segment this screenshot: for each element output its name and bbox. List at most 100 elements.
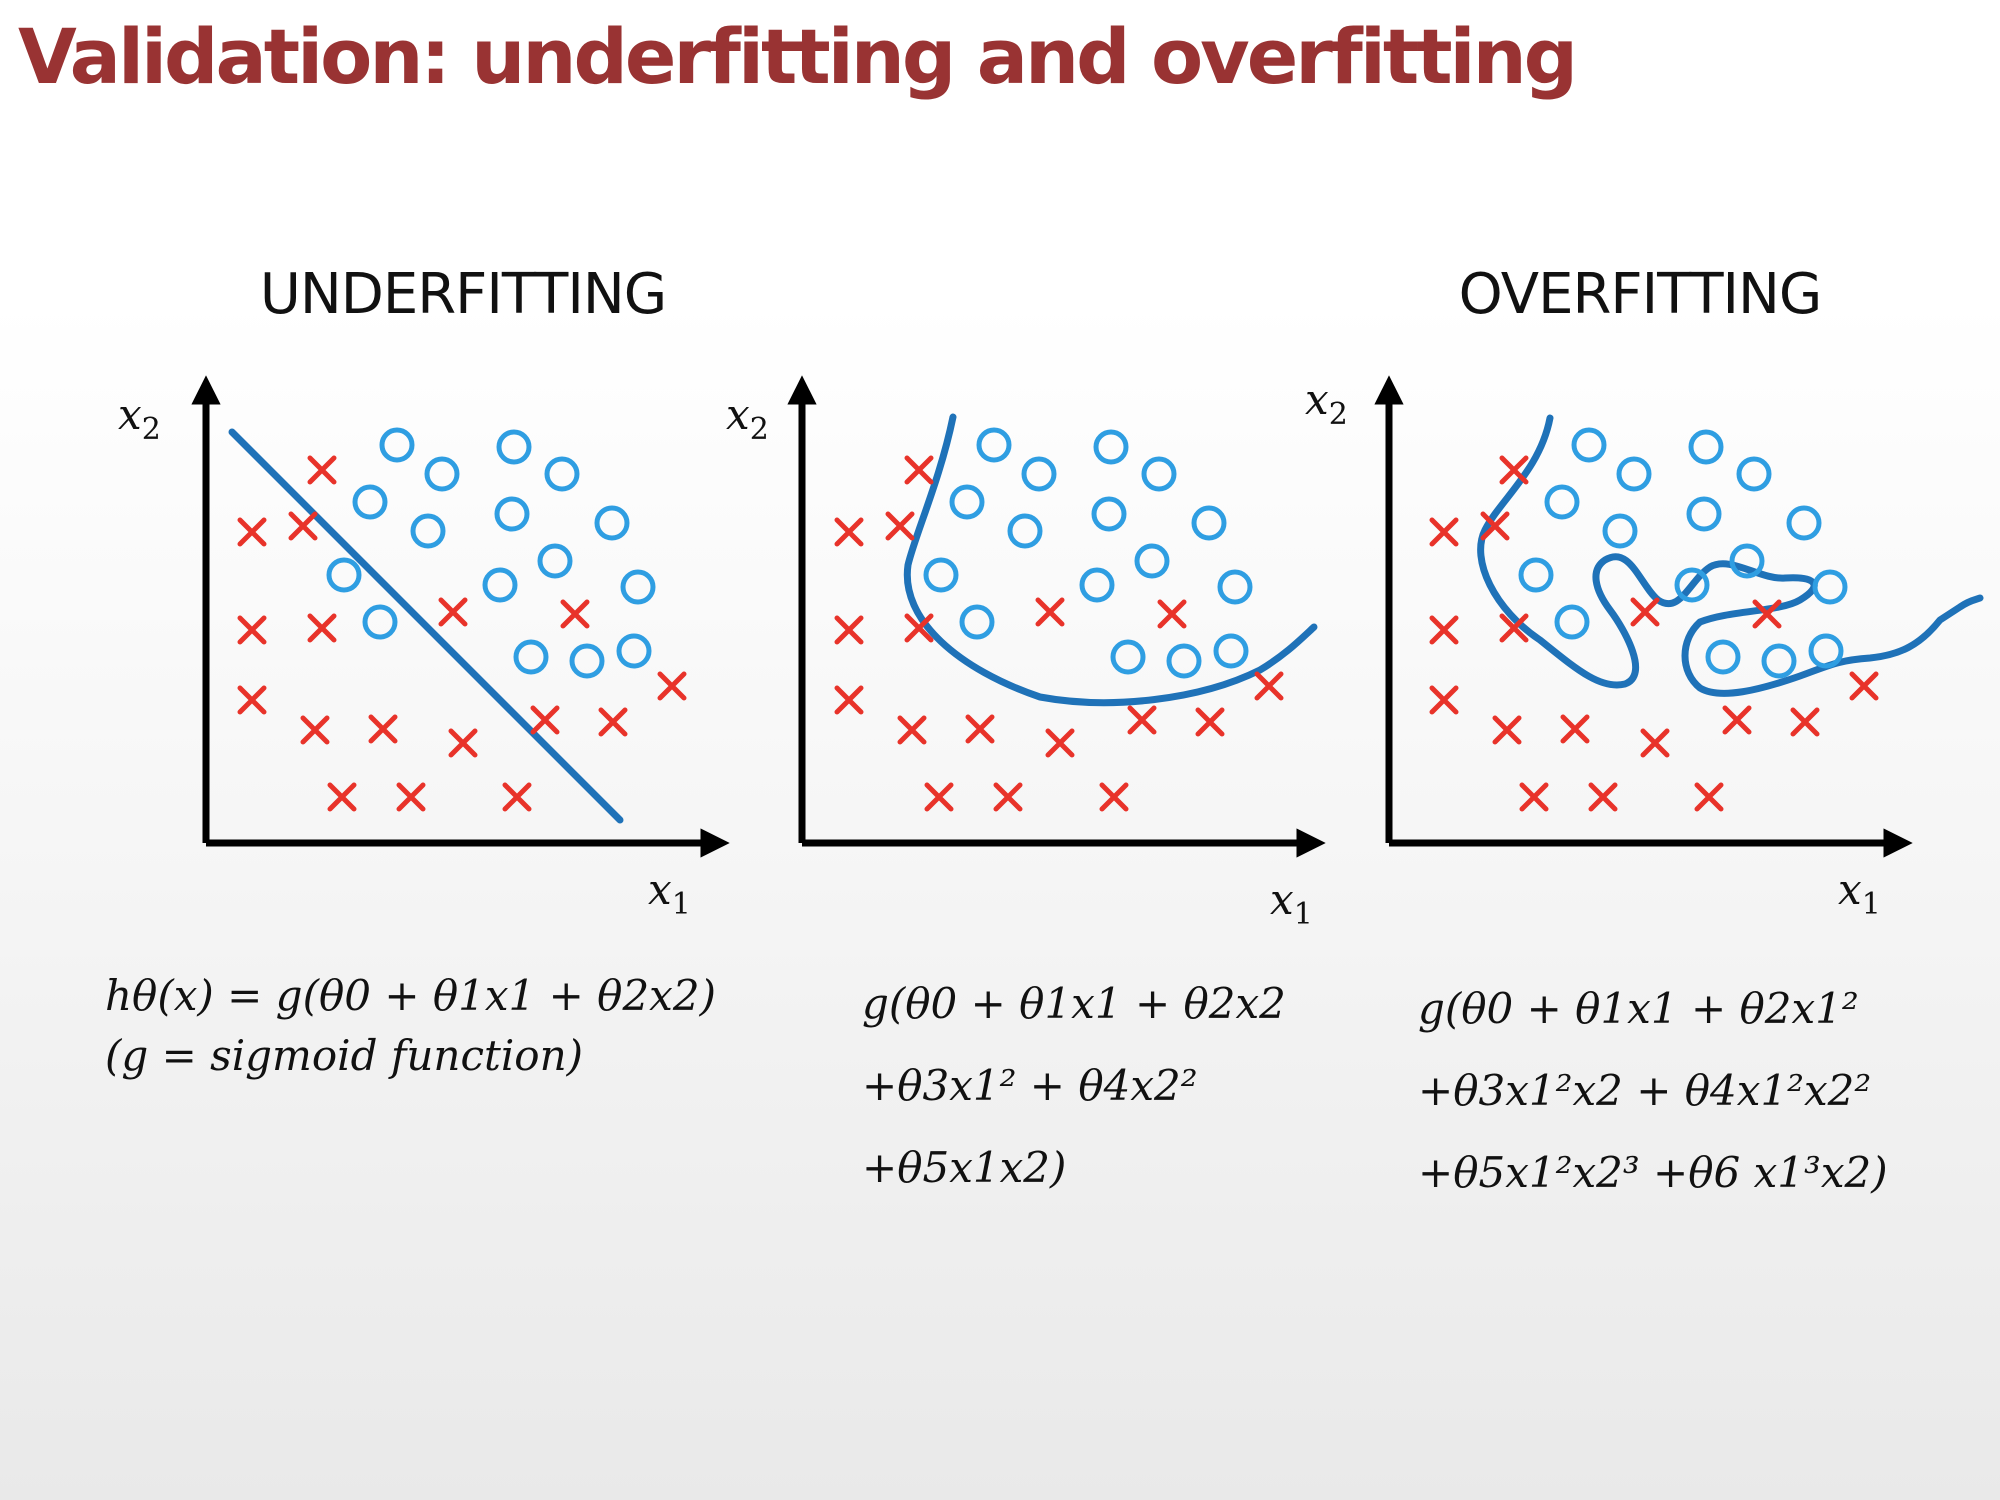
positive-sample-circle bbox=[1091, 496, 1127, 532]
positive-sample-circle bbox=[1166, 643, 1202, 679]
positive-sample-circle bbox=[1134, 543, 1170, 579]
positive-sample-circle bbox=[569, 643, 605, 679]
negative-sample-cross bbox=[1035, 597, 1065, 627]
formula-line: g(θ0 + θ1x1 + θ2x2 bbox=[862, 979, 1286, 1028]
positive-sample-circle bbox=[594, 505, 630, 541]
negative-sample-cross bbox=[834, 517, 864, 547]
positive-sample-circle bbox=[620, 569, 656, 605]
negative-sample-cross bbox=[307, 455, 337, 485]
positive-sample-circle bbox=[1686, 496, 1722, 532]
negative-sample-cross bbox=[448, 728, 478, 758]
negative-sample-cross bbox=[834, 685, 864, 715]
positive-sample-circle bbox=[362, 604, 398, 640]
negative-sample-cross bbox=[904, 613, 934, 643]
negative-sample-cross bbox=[1560, 714, 1590, 744]
negative-sample-cross bbox=[237, 517, 267, 547]
positive-sample-circle bbox=[1761, 643, 1797, 679]
formula-line: +θ3x1² + θ4x2² bbox=[862, 1061, 1198, 1110]
positive-sample-circle bbox=[544, 456, 580, 492]
negative-sample-cross bbox=[904, 455, 934, 485]
positive-sample-circle bbox=[1736, 456, 1772, 492]
negative-sample-cross bbox=[530, 705, 560, 735]
negative-sample-cross bbox=[1099, 782, 1129, 812]
formula-line: g(θ0 + θ1x1 + θ2x1² bbox=[1418, 984, 1859, 1033]
underfitting-label: UNDERFITTING bbox=[259, 262, 667, 327]
positive-sample-circle bbox=[1217, 569, 1253, 605]
negative-sample-cross bbox=[300, 715, 330, 745]
positive-sample-circle bbox=[959, 604, 995, 640]
slide-title: Validation: underfitting and overfitting bbox=[18, 12, 1578, 101]
linear-boundary bbox=[228, 428, 624, 824]
positive-sample-circle bbox=[482, 567, 518, 603]
negative-sample-cross bbox=[598, 707, 628, 737]
formula-line: +θ5x1²x2³ +θ6 x1³x2) bbox=[1418, 1148, 1888, 1197]
positive-sample-circle bbox=[1191, 505, 1227, 541]
positive-sample-circle bbox=[1093, 429, 1129, 465]
negative-sample-cross bbox=[885, 511, 915, 541]
positive-sample-circle bbox=[1518, 557, 1554, 593]
positive-sample-circle bbox=[1729, 543, 1765, 579]
negative-sample-cross bbox=[1640, 728, 1670, 758]
positive-sample-circle bbox=[1007, 513, 1043, 549]
negative-sample-cross bbox=[368, 714, 398, 744]
negative-sample-cross bbox=[965, 714, 995, 744]
negative-sample-cross bbox=[1722, 705, 1752, 735]
negative-sample-cross bbox=[897, 715, 927, 745]
positive-sample-circle bbox=[1786, 505, 1822, 541]
negative-sample-cross bbox=[1519, 782, 1549, 812]
negative-sample-cross bbox=[1157, 599, 1187, 629]
positive-sample-circle bbox=[1602, 513, 1638, 549]
formula-line: (g = sigmoid function) bbox=[105, 1031, 584, 1080]
y-axis-label-middle: x2 bbox=[726, 390, 769, 447]
positive-sample-circle bbox=[352, 484, 388, 520]
negative-sample-cross bbox=[1694, 782, 1724, 812]
y-axis-label-left: x2 bbox=[118, 390, 161, 447]
negative-sample-cross bbox=[560, 599, 590, 629]
positive-sample-circle bbox=[923, 557, 959, 593]
positive-sample-circle bbox=[496, 429, 532, 465]
negative-sample-cross bbox=[1480, 511, 1510, 541]
positive-sample-circle bbox=[616, 633, 652, 669]
negative-sample-cross bbox=[1499, 613, 1529, 643]
positive-sample-circle bbox=[976, 427, 1012, 463]
negative-sample-cross bbox=[1254, 671, 1284, 701]
negative-sample-cross bbox=[1630, 597, 1660, 627]
axes-underfitting bbox=[191, 375, 730, 858]
overfit-boundary bbox=[1477, 414, 1984, 697]
negative-sample-cross bbox=[993, 782, 1023, 812]
positive-sample-circle bbox=[1110, 639, 1146, 675]
formula-line: +θ3x1²x2 + θ4x1²x2² bbox=[1418, 1066, 1872, 1115]
x-axis-label-right: x1 bbox=[1838, 865, 1881, 922]
positive-sample-circle bbox=[326, 557, 362, 593]
positive-sample-circle bbox=[1141, 456, 1177, 492]
axes-middle bbox=[787, 375, 1326, 858]
positive-sample-circle bbox=[1812, 569, 1848, 605]
negative-sample-cross bbox=[288, 511, 318, 541]
negative-sample-cross bbox=[1849, 671, 1879, 701]
positive-sample-circle bbox=[1554, 604, 1590, 640]
negative-sample-cross bbox=[396, 782, 426, 812]
negative-sample-cross bbox=[924, 782, 954, 812]
y-axis-label-right: x2 bbox=[1305, 375, 1348, 432]
formula-line: hθ(x) = g(θ0 + θ1x1 + θ2x2) bbox=[105, 971, 716, 1020]
positive-sample-circle bbox=[494, 496, 530, 532]
negative-sample-cross bbox=[1588, 782, 1618, 812]
negative-sample-cross bbox=[1492, 715, 1522, 745]
negative-sample-cross bbox=[1195, 707, 1225, 737]
negative-sample-cross bbox=[1127, 705, 1157, 735]
positive-sample-circle bbox=[1808, 633, 1844, 669]
formula-underfitting: hθ(x) = g(θ0 + θ1x1 + θ2x2) (g = sigmoid… bbox=[105, 975, 716, 1077]
positive-sample-circle bbox=[949, 484, 985, 520]
negative-sample-cross bbox=[834, 615, 864, 645]
negative-sample-cross bbox=[1429, 517, 1459, 547]
formula-overfitting: g(θ0 + θ1x1 + θ2x1² +θ3x1²x2 + θ4x1²x2² … bbox=[1418, 988, 1888, 1194]
negative-sample-cross bbox=[1429, 615, 1459, 645]
positive-sample-circle bbox=[513, 639, 549, 675]
positive-sample-circle bbox=[537, 543, 573, 579]
positive-sample-circle bbox=[1616, 456, 1652, 492]
positive-sample-circle bbox=[1079, 567, 1115, 603]
formula-middle: g(θ0 + θ1x1 + θ2x2 +θ3x1² + θ4x2² +θ5x1x… bbox=[862, 983, 1286, 1189]
positive-sample-circle bbox=[424, 456, 460, 492]
positive-sample-circle bbox=[379, 427, 415, 463]
